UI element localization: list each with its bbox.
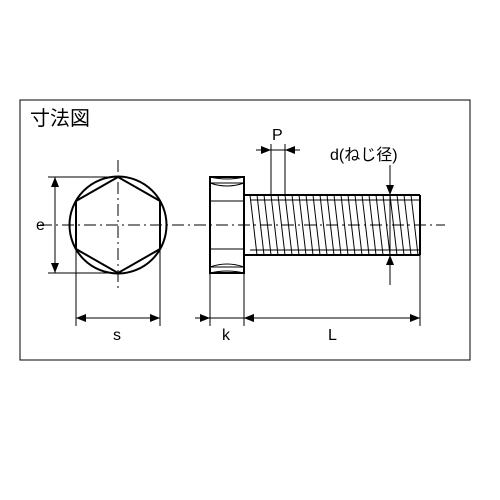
label-s: s bbox=[113, 327, 121, 344]
dim-L: L bbox=[244, 255, 420, 344]
label-d: d(ねじ径) bbox=[330, 146, 398, 164]
diagram-title: 寸法図 bbox=[30, 107, 90, 130]
dim-k: k bbox=[195, 255, 260, 344]
label-e: e bbox=[36, 217, 45, 234]
label-k: k bbox=[222, 327, 231, 344]
dim-P: P bbox=[256, 127, 300, 195]
label-P: P bbox=[272, 127, 283, 144]
label-L: L bbox=[328, 327, 337, 344]
